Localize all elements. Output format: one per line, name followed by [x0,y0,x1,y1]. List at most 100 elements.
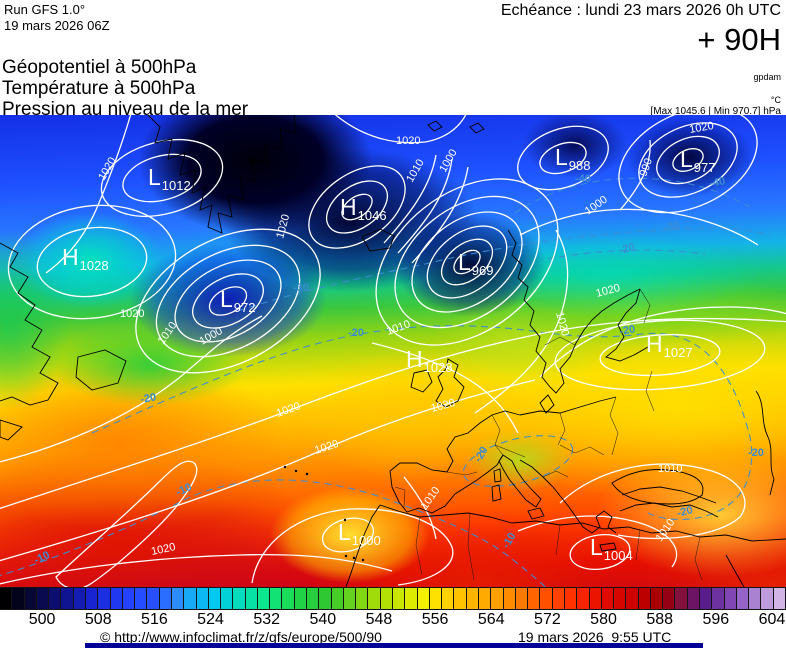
colorbar-cell [98,588,111,610]
forecast-hour-label: + 90H [697,22,781,57]
colorbar-cell [343,588,357,610]
pressure-center-h-1027: H1027 [646,331,693,360]
colorbar-cell [135,588,148,610]
pressure-center-l-977: L977 [680,146,716,175]
colorbar-cell [638,588,651,610]
isobar-label: 1000 [437,147,460,174]
colorbar-cell [368,588,381,610]
colorbar-cell [663,588,676,610]
map-overlay: L1012 H1046 L988 L977 H1028 L969 L972 H1028 H102… [0,115,786,587]
colorbar-cell [429,588,443,610]
isobar-label: 1020 [396,135,420,147]
footer-navy-bar [85,643,703,648]
unit-celsius-label: °C [770,95,781,105]
colorbar-cell [159,588,172,610]
colorbar-cell [245,588,258,610]
pressure-center-h-1046: H1046 [340,194,387,223]
colorbar-cell [184,588,197,610]
isotherm-label: -30 [663,219,681,235]
colorbar-cell [307,588,320,610]
isobar-label: 1010 [419,485,443,512]
colorbar-cell [749,588,762,610]
colorbar-cell [356,588,369,610]
colorbar-tick: 572 [534,611,561,628]
isotherm-label: -20 [748,447,764,459]
colorbar-cell [724,588,737,610]
colorbar-cell [503,588,516,610]
isobar-contours [0,115,786,587]
colorbar-tick: 516 [141,611,168,628]
colorbar-cell [405,588,418,610]
isotherm-label: -20 [348,327,364,339]
colorbar-cell [736,588,750,610]
colorbar-cell [294,588,308,610]
colorbar-cell [466,588,479,610]
isobar-label: 1000 [583,194,610,218]
colorbar-tick: 524 [197,611,224,628]
colorbar-cell [650,588,664,610]
isobar-label: 1020 [274,213,292,240]
colorbar-tick: 508 [84,611,112,628]
isotherm-contours [0,177,771,587]
colorbar-tick: 564 [477,611,505,628]
param-mslp-label: Pression au niveau de la mer [2,99,249,120]
isobar-label: 1020 [688,120,714,136]
isobar-label: 1000 [198,325,225,348]
colorbar-cell [73,588,86,610]
isobar-label: 990 [638,157,656,178]
colorbar-cell [773,588,786,610]
pressure-center-l-972: L972 [220,286,256,315]
colorbar-cell [270,588,283,610]
colorbar-cell [319,588,332,610]
colorbar-cell [491,588,504,610]
pressure-center-l-969: L969 [458,249,494,278]
isotherm-label: -40 [575,173,591,185]
isotherm-label: -10 [32,549,51,567]
pressure-center-l-1012: L1012 [148,164,191,193]
colorbar-cell [61,588,74,610]
colorbar-cell [601,588,615,610]
colorbar-cell [761,588,774,610]
colorbar-cell [626,588,639,610]
param-temperature-label: Température à 500hPa [2,78,196,99]
colorbar-cell [528,588,541,610]
isobar-label: 1020 [150,541,176,558]
isotherm-label: -10 [174,481,193,499]
country-borders [394,288,703,581]
colorbar-cell [393,588,406,610]
colorbar-cell [614,588,627,610]
isotherm-label: -20 [618,323,636,338]
colorbar-cell [577,588,590,610]
pressure-center-h-1028: H1028 [406,346,453,375]
run-date-label: 19 mars 2026 06Z [4,18,110,33]
isobar-label: 1020 [595,282,622,300]
isobar-label: 1010 [658,463,682,475]
isobar-label: 1020 [313,438,340,457]
isotherm-label: -10 [500,531,518,551]
colorbar-cell [257,588,271,610]
colorbar-cell [417,588,430,610]
pressure-center-l-1004: L1004 [590,534,633,563]
colorbar-cell [552,588,565,610]
colorbar-tick: 588 [646,611,674,628]
isobar-label: 1020 [430,397,457,415]
copyright-url: © http://www.infoclimat.fr/z/gfs/europe/… [100,629,382,645]
isotherm-label: -20 [139,391,157,406]
colorbar-tick-labels: 500 508 516 524 532 540 548 556 564 572 580 588 596 6… [0,610,786,630]
colorbar-tick: 500 [28,611,56,628]
colorbar-tick: 548 [365,611,393,628]
colorbar-cell [589,588,602,610]
colorbar-tick: 596 [702,611,730,628]
pressure-minmax-label: [Max 1045.6 | Min 970.7] hPa [650,106,781,117]
colorbar-cell [196,588,209,610]
colorbar-cell [515,588,529,610]
colorbar-cell [687,588,701,610]
isotherm-label: -20 [618,241,636,257]
run-model-label: Run GFS 1.0° [4,2,86,17]
isobar-label: 1020 [275,400,302,420]
colorbar-cell [564,588,578,610]
weather-map: L1012 H1046 L988 L977 H1028 L969 L972 H1028 H102… [0,115,786,587]
colorbar-cell [147,588,160,610]
colorbar-cell [331,588,344,610]
colorbar-cell [122,588,136,610]
